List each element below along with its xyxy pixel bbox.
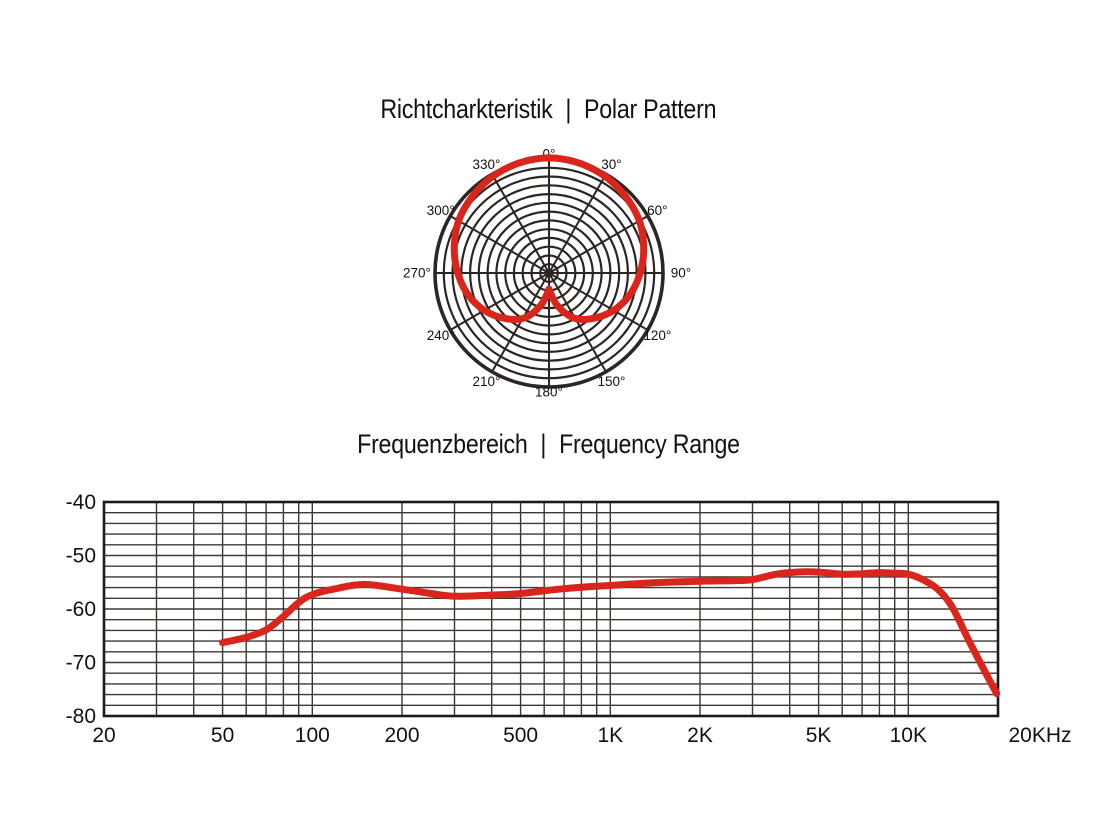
freq-x-label: 500	[503, 724, 538, 747]
freq-x-label: 20KHz	[1008, 724, 1071, 747]
polar-title-en: Polar Pattern	[583, 94, 716, 124]
polar-pattern-curve	[450, 154, 648, 323]
polar-ring	[539, 263, 559, 283]
freq-x-label: 2K	[687, 724, 713, 747]
polar-ring	[495, 219, 603, 327]
polar-angle-label: 90°	[671, 266, 691, 281]
polar-ring	[521, 245, 577, 301]
freq-x-label: 100	[295, 724, 330, 747]
polar-ring	[486, 210, 612, 336]
polar-angle-label: 240°	[427, 328, 455, 343]
freq-y-label: -40	[66, 491, 96, 514]
freq-plot-border	[102, 500, 1000, 718]
freq-x-label: 20	[92, 724, 115, 747]
polar-ring	[468, 192, 630, 354]
polar-angle-label: 270°	[403, 266, 431, 281]
polar-angle-label: 120°	[643, 328, 671, 343]
polar-angle-label: 60°	[647, 203, 667, 218]
polar-angle-label: 300°	[427, 203, 455, 218]
polar-angle-label: 210°	[473, 374, 501, 389]
polar-title-de: Richtcharkteristik	[380, 94, 553, 124]
polar-pattern-chart: 0°30°60°90°120°150°180°210°240°270°300°3…	[403, 147, 691, 400]
freq-title-de: Frequenzbereich	[356, 429, 528, 459]
freq-x-axis-labels: 20 50 100 200 500 1K 2K 5K 10K 20KHz	[92, 724, 1071, 747]
polar-angle-label: 150°	[598, 374, 626, 389]
polar-angle-label: 30°	[601, 157, 621, 172]
polar-ring	[451, 175, 647, 371]
polar-grid	[433, 157, 665, 389]
polar-ring	[512, 236, 586, 310]
polar-ring	[442, 166, 656, 380]
title-separator: |	[565, 94, 571, 124]
freq-y-label: -50	[66, 545, 96, 568]
polar-center-dot	[544, 268, 554, 278]
freq-grid	[103, 501, 999, 717]
freq-y-label: -80	[66, 705, 96, 728]
freq-y-label: -60	[66, 598, 96, 621]
title-separator: |	[539, 429, 546, 459]
polar-ring	[477, 201, 621, 345]
polar-angle-label: 180°	[535, 385, 563, 400]
frequency-range-title: Frequenzbereich | Frequency Range	[0, 429, 1096, 460]
freq-x-label: 10K	[890, 724, 927, 747]
freq-x-label: 1K	[597, 724, 623, 747]
polar-angle-label: 330°	[473, 157, 501, 172]
polar-ring	[504, 228, 594, 318]
frequency-response-curve	[219, 568, 1001, 697]
freq-x-label: 5K	[806, 724, 832, 747]
polar-pattern-title: Richtcharkteristik | Polar Pattern	[0, 94, 1096, 125]
freq-y-axis-labels: -40 -50 -60 -70 -80	[66, 491, 96, 728]
freq-x-label: 50	[211, 724, 234, 747]
freq-title-en: Frequency Range	[558, 429, 740, 459]
freq-x-label: 200	[384, 724, 419, 747]
freq-y-label: -70	[66, 652, 96, 675]
